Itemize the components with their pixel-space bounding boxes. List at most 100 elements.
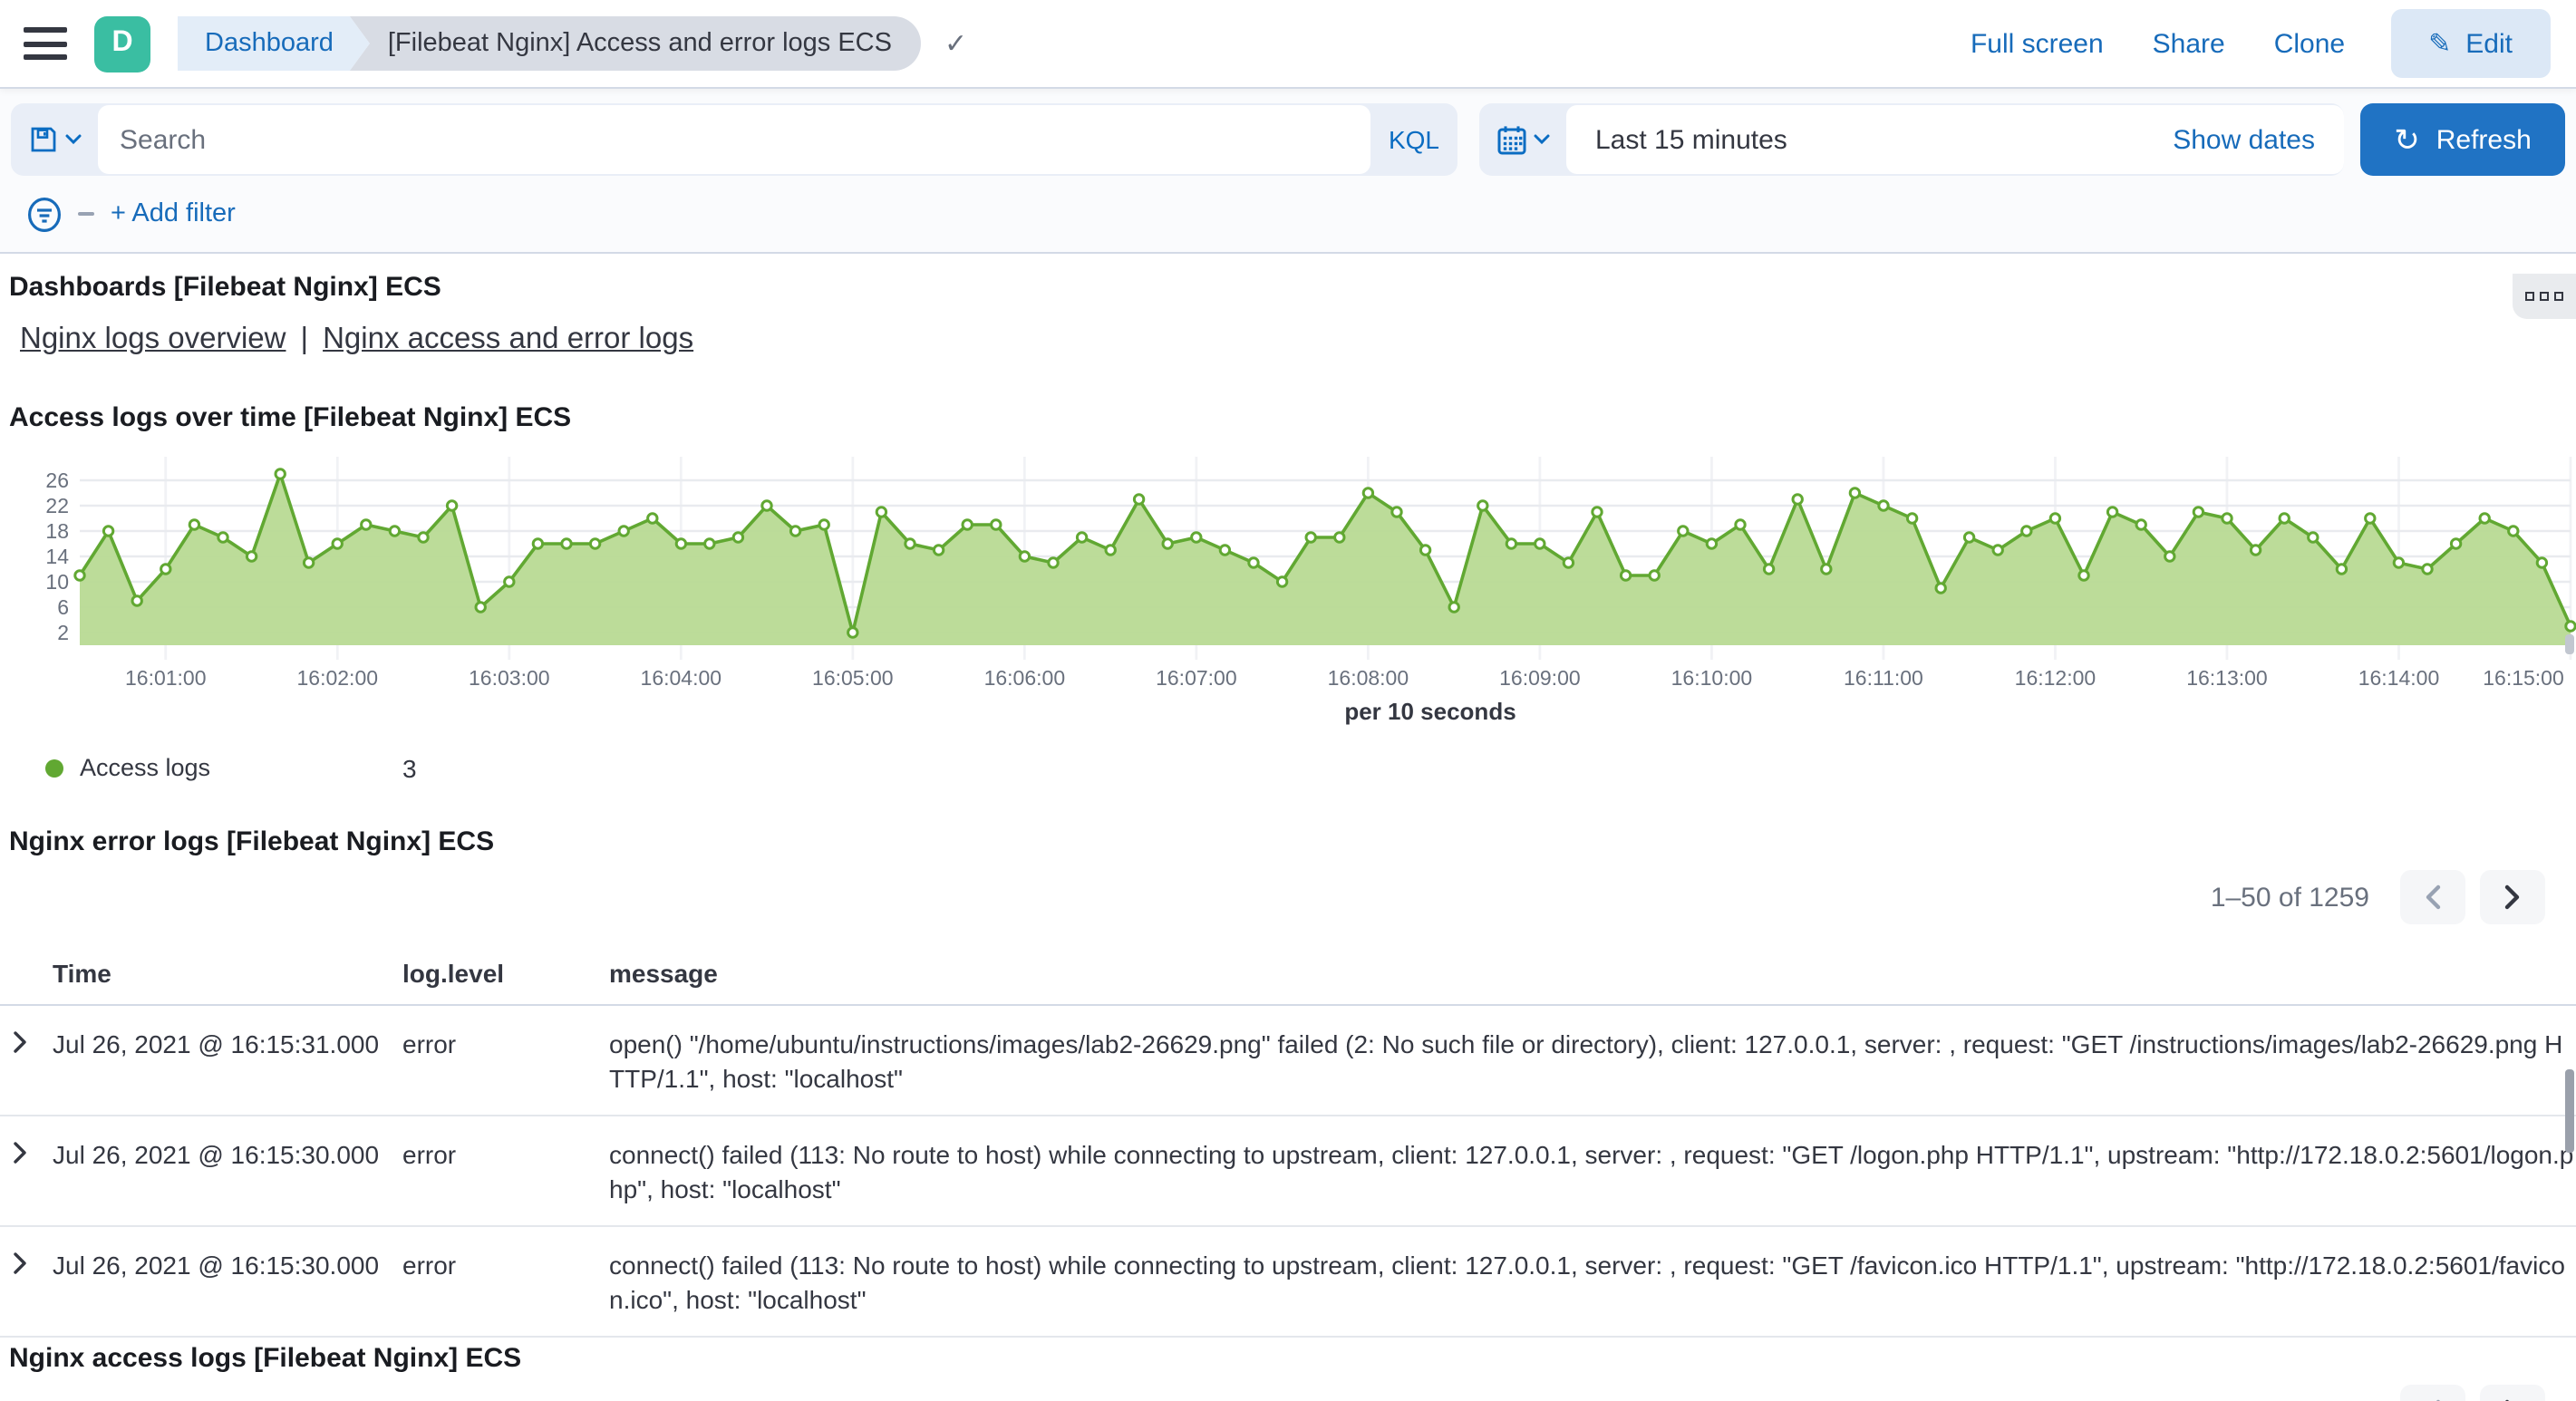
links-panel-title: Dashboards [Filebeat Nginx] ECS (0, 272, 2576, 303)
previous-page-button[interactable] (2400, 870, 2465, 924)
date-picker-group: Last 15 minutes Show dates (1479, 103, 2344, 176)
next-page-button[interactable] (2480, 1385, 2545, 1401)
svg-text:16:15:00: 16:15:00 (2483, 666, 2564, 690)
saved-query-menu-button[interactable] (11, 103, 98, 176)
legend-series-label[interactable]: Access logs (80, 754, 210, 781)
svg-text:14: 14 (45, 545, 69, 568)
error-logs-table: Time log.level message Jul 26, 2021 @ 16… (0, 948, 2576, 1338)
svg-text:18: 18 (45, 519, 69, 543)
svg-text:16:12:00: 16:12:00 (2015, 666, 2097, 690)
svg-text:16:13:00: 16:13:00 (2186, 666, 2268, 690)
link-nginx-access-and-error-logs[interactable]: Nginx access and error logs (323, 323, 693, 355)
cell-message: connect() failed (113: No route to host)… (609, 1226, 2576, 1337)
dashboard-content: Dashboards [Filebeat Nginx] ECS Nginx lo… (0, 272, 2576, 1401)
cell-log-level: error (402, 1116, 609, 1226)
svg-text:16:05:00: 16:05:00 (812, 666, 894, 690)
chevron-down-icon (1533, 134, 1549, 145)
column-header-log-level[interactable]: log.level (402, 948, 609, 1005)
search-input[interactable] (98, 124, 1370, 155)
chevron-right-icon (2503, 884, 2522, 910)
cell-message: open() "/home/ubuntu/instructions/images… (609, 1005, 2576, 1116)
kibana-dashboard-page: D Dashboard [Filebeat Nginx] Access and … (0, 0, 2576, 1401)
refresh-button-label: Refresh (2436, 124, 2532, 155)
svg-text:16:03:00: 16:03:00 (469, 666, 550, 690)
filter-icon[interactable] (27, 197, 62, 231)
error-logs-pagination: 1–50 of 1259 (0, 859, 2576, 935)
query-filter-bar: KQL Last 15 minutes Show dates ↻ Refresh (0, 89, 2576, 254)
x-axis-unit-label: per 10 seconds (977, 698, 1884, 725)
filter-divider (78, 212, 94, 216)
panel-options-button[interactable] (2513, 274, 2576, 319)
query-input-group: KQL (11, 103, 1457, 176)
refresh-button[interactable]: ↻ Refresh (2360, 103, 2565, 176)
column-header-time[interactable]: Time (53, 948, 402, 1005)
kql-language-button[interactable]: KQL (1370, 103, 1457, 176)
svg-text:16:14:00: 16:14:00 (2358, 666, 2440, 690)
access-logs-area-chart[interactable]: 26101418222616:01:0016:02:0016:03:0016:0… (0, 439, 2576, 696)
time-range-value[interactable]: Last 15 minutes (1595, 124, 1787, 155)
breadcrumb-dashboard[interactable]: Dashboard (178, 16, 370, 71)
svg-text:16:11:00: 16:11:00 (1844, 666, 1923, 690)
pencil-icon: ✎ (2428, 27, 2451, 60)
svg-text:22: 22 (45, 494, 69, 517)
svg-text:16:08:00: 16:08:00 (1328, 666, 1409, 690)
table-row: Jul 26, 2021 @ 16:15:30.000 error connec… (0, 1226, 2576, 1337)
breadcrumb: Dashboard [Filebeat Nginx] Access and er… (178, 16, 921, 71)
scrollbar-thumb[interactable] (2565, 1069, 2574, 1153)
clone-button[interactable]: Clone (2274, 28, 2345, 59)
scrollbar-thumb[interactable] (2565, 634, 2574, 654)
svg-text:6: 6 (57, 595, 69, 619)
cell-log-level: error (402, 1005, 609, 1116)
table-row: Jul 26, 2021 @ 16:15:30.000 error connec… (0, 1116, 2576, 1226)
next-page-button[interactable] (2480, 870, 2545, 924)
edit-button[interactable]: ✎ Edit (2390, 9, 2551, 78)
access-logs-pagination: 1–50 of 1441 (0, 1374, 2576, 1401)
svg-text:16:09:00: 16:09:00 (1499, 666, 1581, 690)
cell-log-level: error (402, 1226, 609, 1337)
svg-text:16:02:00: 16:02:00 (297, 666, 379, 690)
cell-time: Jul 26, 2021 @ 16:15:30.000 (53, 1116, 402, 1226)
access-logs-panel-title: Nginx access logs [Filebeat Nginx] ECS (0, 1343, 2576, 1374)
save-icon (28, 125, 57, 154)
svg-text:16:06:00: 16:06:00 (984, 666, 1066, 690)
svg-text:16:10:00: 16:10:00 (1671, 666, 1753, 690)
legend-series-dot (45, 758, 63, 777)
expand-row-icon[interactable] (13, 1252, 27, 1274)
error-logs-range-label: 1–50 of 1259 (2211, 882, 2369, 913)
table-row: Jul 26, 2021 @ 16:15:31.000 error open()… (0, 1005, 2576, 1116)
chart-panel-title: Access logs over time [Filebeat Nginx] E… (0, 402, 2576, 433)
svg-text:16:07:00: 16:07:00 (1156, 666, 1237, 690)
calendar-icon (1496, 124, 1525, 155)
legend-current-value: 3 (402, 753, 417, 782)
menu-hamburger-icon[interactable] (24, 27, 67, 60)
chevron-left-icon (2424, 884, 2442, 910)
chevron-down-icon (64, 134, 81, 145)
cell-time: Jul 26, 2021 @ 16:15:30.000 (53, 1226, 402, 1337)
full-screen-button[interactable]: Full screen (1971, 28, 2104, 59)
show-dates-button[interactable]: Show dates (2173, 124, 2315, 155)
refresh-icon: ↻ (2394, 124, 2420, 155)
share-button[interactable]: Share (2153, 28, 2225, 59)
link-nginx-logs-overview[interactable]: Nginx logs overview (20, 323, 286, 355)
chart-legend: Access logs 3 (45, 752, 2576, 783)
top-navigation-bar: D Dashboard [Filebeat Nginx] Access and … (0, 0, 2576, 89)
svg-text:10: 10 (45, 570, 69, 594)
link-separator: | (300, 323, 308, 355)
error-logs-panel-title: Nginx error logs [Filebeat Nginx] ECS (0, 826, 2576, 857)
expand-row-icon[interactable] (13, 1031, 27, 1053)
previous-page-button[interactable] (2400, 1385, 2465, 1401)
add-filter-button[interactable]: + Add filter (111, 199, 236, 228)
svg-text:26: 26 (45, 469, 69, 492)
saved-check-icon[interactable]: ✓ (944, 27, 967, 60)
column-header-message[interactable]: message (609, 948, 2576, 1005)
cell-time: Jul 26, 2021 @ 16:15:31.000 (53, 1005, 402, 1116)
breadcrumb-current-dashboard: [Filebeat Nginx] Access and error logs E… (350, 16, 921, 71)
edit-button-label: Edit (2465, 28, 2513, 59)
date-quick-select-button[interactable] (1479, 103, 1566, 176)
svg-text:16:01:00: 16:01:00 (125, 666, 207, 690)
svg-text:2: 2 (57, 621, 69, 644)
avatar[interactable]: D (94, 15, 150, 72)
cell-message: connect() failed (113: No route to host)… (609, 1116, 2576, 1226)
dashboard-links: Nginx logs overview | Nginx access and err… (20, 323, 2576, 357)
expand-row-icon[interactable] (13, 1142, 27, 1164)
